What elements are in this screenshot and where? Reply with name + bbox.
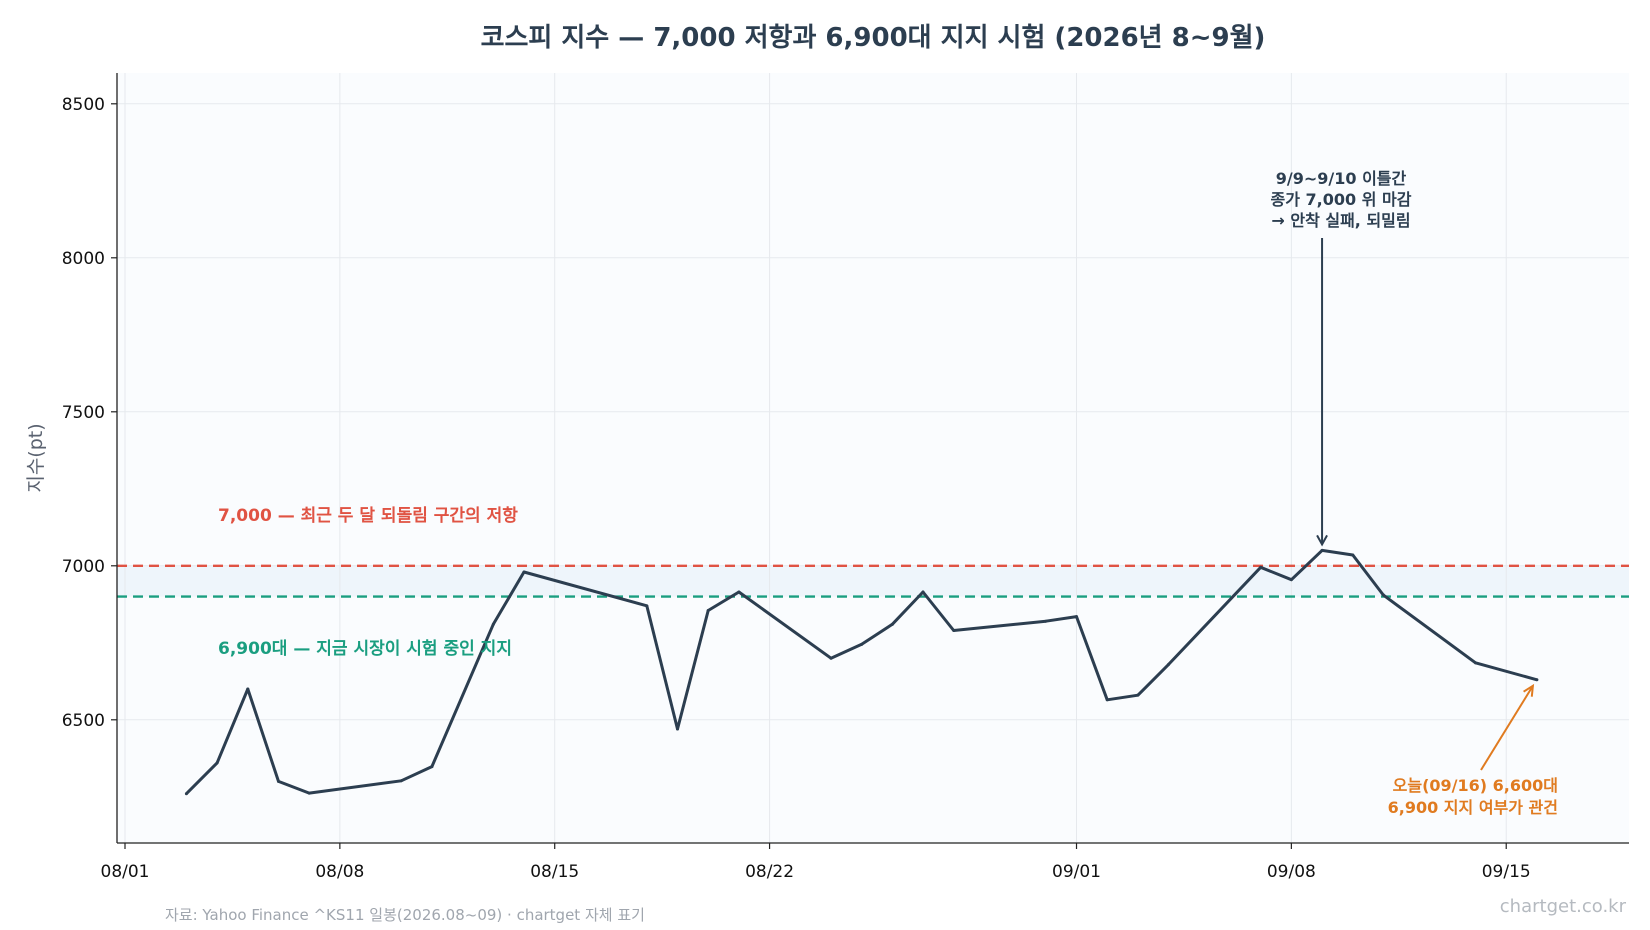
data-point [1259,565,1263,569]
data-point [1289,578,1293,582]
data-point [246,687,250,691]
resistance-label: 7,000 — 최근 두 달 되돌림 구간의 저항 [218,505,518,526]
data-point [1167,662,1171,666]
peak-annotation-line-1: 9/9~9/10 이틀간 [1276,169,1407,188]
x-tick-label: 08/22 [745,862,794,882]
data-point [1320,548,1324,552]
data-point [430,765,434,769]
today-annotation-line-2: 6,900 지지 여부가 관건 [1388,798,1558,817]
data-point [952,628,956,632]
y-tick-label: 8000 [62,249,105,269]
data-point [1075,615,1079,619]
data-point [890,622,894,626]
data-point [737,590,741,594]
data-point [215,761,219,765]
x-tick-label: 08/01 [101,862,150,882]
x-axis-ticks: 08/01 08/08 08/15 08/22 09/01 09/08 09/15 [101,843,1531,882]
data-point [829,656,833,660]
x-tick-label: 08/15 [530,862,579,882]
chart-title: 코스피 지수 — 7,000 저항과 6,900대 지지 시험 (2026년 8… [481,23,1266,53]
today-annotation-arrowhead [1523,683,1535,697]
data-point [1535,678,1539,682]
y-tick-label: 7500 [62,403,105,423]
peak-annotation: 9/9~9/10 이틀간 종가 7,000 위 마감 → 안착 실패, 되밀림 [1271,169,1412,547]
today-annotation-arrow [1480,685,1534,771]
reference-lines [117,564,1629,598]
data-point [399,779,403,783]
data-point [706,608,710,612]
data-point [860,642,864,646]
x-tick-label: 09/01 [1052,862,1101,882]
data-point [1105,698,1109,702]
data-point [1381,593,1385,597]
peak-annotation-line-3: → 안착 실패, 되밀림 [1271,211,1410,230]
series-points [184,548,1539,796]
plot-background [117,73,1629,843]
data-point [184,792,188,796]
x-tick-label: 09/08 [1267,862,1316,882]
resistance-support-band [117,565,1629,597]
peak-annotation-arrowhead [1316,534,1328,547]
data-point [645,604,649,608]
brand-watermark: chartget.co.kr [1500,896,1627,917]
x-tick-label: 09/15 [1482,862,1531,882]
data-point [307,791,311,795]
data-point [491,622,495,626]
y-tick-label: 7000 [62,557,105,577]
data-point [522,570,526,574]
source-note: 자료: Yahoo Finance ^KS11 일봉(2026.08~09) ·… [165,906,645,924]
today-annotation: 오늘(09/16) 6,600대 6,900 지지 여부가 관건 [1388,683,1558,817]
y-tick-label: 8500 [62,95,105,115]
support-label: 6,900대 — 지금 시장이 시험 중인 지지 [218,638,512,659]
y-axis-ticks: 6500 7000 7500 8000 8500 [62,95,117,731]
data-point [1351,553,1355,557]
data-point [1474,661,1478,665]
data-point [276,779,280,783]
y-tick-label: 6500 [62,711,105,731]
grid-lines [117,73,1629,843]
today-annotation-line-1: 오늘(09/16) 6,600대 [1393,776,1558,795]
data-point [921,590,925,594]
y-axis-label: 지수(pt) [25,423,47,492]
data-point [1044,619,1048,623]
x-tick-label: 08/08 [315,862,364,882]
data-point [675,727,679,731]
peak-annotation-line-2: 종가 7,000 위 마감 [1271,190,1412,209]
kospi-series-line [185,548,1538,795]
data-point [1136,693,1140,697]
